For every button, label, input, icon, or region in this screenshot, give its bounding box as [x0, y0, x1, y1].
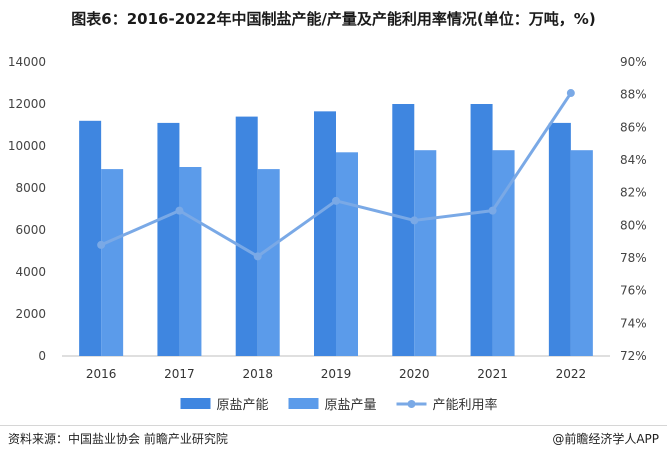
y2-tick-label: 90% — [620, 55, 647, 69]
y-tick-label: 14000 — [8, 55, 46, 69]
bar-output-2020 — [414, 150, 437, 356]
legend-swatch-1 — [288, 398, 319, 409]
y-tick-label: 2000 — [15, 307, 46, 321]
y2-tick-label: 76% — [620, 284, 647, 298]
x-tick-label: 2018 — [242, 367, 273, 381]
x-tick-label: 2017 — [164, 367, 195, 381]
y2-tick-label: 78% — [620, 251, 647, 265]
y2-tick-label: 86% — [620, 120, 647, 134]
legend-label-0: 原盐产能 — [217, 398, 269, 413]
utilization-point-2020 — [410, 216, 419, 225]
brand-note: @前瞻经济学人APP — [552, 432, 659, 446]
y2-tick-label: 88% — [620, 88, 647, 102]
y-tick-label: 12000 — [8, 97, 46, 111]
utilization-point-2016 — [97, 240, 106, 249]
y2-tick-label: 80% — [620, 218, 647, 232]
legend-swatch-0 — [180, 398, 211, 409]
bar-output-2017 — [179, 167, 202, 356]
footer-divider — [0, 425, 667, 426]
y-tick-label: 10000 — [8, 139, 46, 153]
x-tick-label: 2020 — [399, 367, 430, 381]
bar-capacity-2016 — [79, 120, 102, 356]
utilization-point-2018 — [253, 252, 262, 261]
bar-output-2016 — [101, 169, 124, 356]
bar-capacity-2020 — [392, 104, 415, 356]
bar-capacity-2018 — [235, 116, 258, 356]
x-tick-label: 2022 — [556, 367, 587, 381]
bar-capacity-2022 — [548, 122, 571, 357]
utilization-point-2021 — [488, 206, 497, 215]
bar-capacity-2021 — [470, 104, 493, 356]
x-tick-label: 2016 — [86, 367, 117, 381]
bar-output-2022 — [570, 150, 593, 356]
x-tick-label: 2021 — [477, 367, 508, 381]
y2-tick-label: 72% — [620, 349, 647, 363]
y2-tick-label: 74% — [620, 316, 647, 330]
y-tick-label: 6000 — [15, 223, 46, 237]
bar-capacity-2019 — [314, 111, 336, 356]
y2-tick-label: 82% — [620, 186, 647, 200]
y2-tick-label: 84% — [620, 153, 647, 167]
utilization-point-2017 — [175, 206, 184, 215]
source-note: 资料来源：中国盐业协会 前瞻产业研究院 — [8, 432, 228, 446]
y-tick-label: 0 — [38, 349, 46, 363]
utilization-point-2019 — [332, 196, 340, 205]
bar-output-2019 — [336, 152, 358, 356]
legend-label-1: 原盐产量 — [325, 398, 377, 413]
y-tick-label: 4000 — [15, 265, 46, 279]
legend-label-2: 产能利用率 — [433, 397, 498, 413]
chart-title: 图表6：2016-2022年中国制盐产能/产量及产能利用率情况(单位：万吨，%) — [71, 10, 596, 28]
x-tick-label: 2019 — [321, 367, 352, 381]
bar-output-2018 — [257, 169, 280, 356]
utilization-point-2022 — [566, 89, 575, 98]
y-tick-label: 8000 — [15, 181, 46, 195]
legend-swatch-marker — [407, 400, 416, 408]
bar-capacity-2017 — [157, 122, 180, 357]
